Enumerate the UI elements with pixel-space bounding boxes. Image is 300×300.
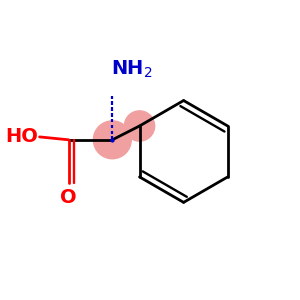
Circle shape	[124, 111, 154, 141]
Text: NH$_2$: NH$_2$	[111, 59, 152, 80]
Circle shape	[93, 121, 131, 159]
Text: HO: HO	[5, 127, 38, 146]
Text: O: O	[60, 188, 77, 207]
